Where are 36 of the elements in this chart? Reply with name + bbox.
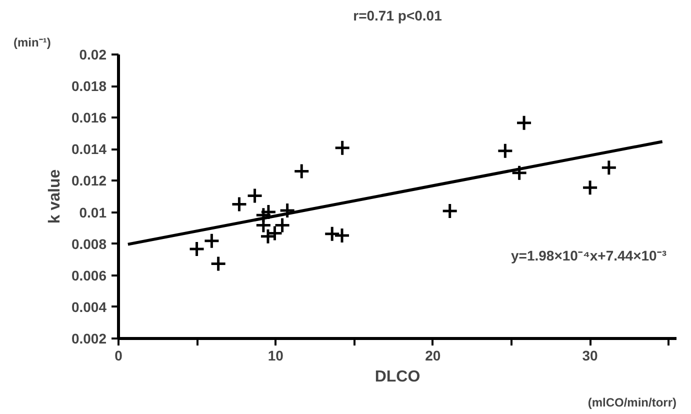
point xyxy=(293,163,310,180)
x-tick-label: 10 xyxy=(268,348,284,364)
annotation: y=1.98×10⁻⁴x+7.44×10⁻³ xyxy=(510,248,667,264)
x-tick-label: 20 xyxy=(425,348,441,364)
point xyxy=(516,114,532,132)
point xyxy=(246,187,264,204)
point xyxy=(442,202,458,220)
point xyxy=(334,140,351,156)
point xyxy=(188,240,206,258)
point xyxy=(496,142,514,160)
point xyxy=(210,255,227,272)
x-tick-label: 0 xyxy=(114,348,123,364)
y-tick-label: 0.002 xyxy=(71,330,107,346)
point xyxy=(279,202,296,219)
y-tick-label: 0.012 xyxy=(71,172,107,189)
x-tick-label: 30 xyxy=(582,348,598,364)
chart-title: r=0.71 p<0.01 xyxy=(353,8,442,24)
point xyxy=(582,179,598,196)
y-tick-label: 0.01 xyxy=(79,204,107,220)
y-tick-label: 0.006 xyxy=(71,267,107,284)
y-tick-label: 0.008 xyxy=(71,236,107,252)
y-tick-label: 0.004 xyxy=(71,298,107,315)
point xyxy=(334,227,350,244)
point xyxy=(203,232,220,250)
x-axis-title: DLCO xyxy=(374,368,420,386)
y-tick-label: 0.016 xyxy=(71,110,107,126)
point xyxy=(600,159,618,176)
y-tick-label: 0.014 xyxy=(71,141,107,158)
y-tick-label: 0.018 xyxy=(71,78,107,94)
y-tick-label: 0.02 xyxy=(79,46,107,62)
y-axis-title: k value xyxy=(46,169,64,224)
point xyxy=(230,196,248,212)
text: (min⁻¹) xyxy=(14,36,51,50)
point xyxy=(324,226,340,242)
point xyxy=(511,164,528,182)
text: (mlCO/min/torr) xyxy=(588,396,677,410)
